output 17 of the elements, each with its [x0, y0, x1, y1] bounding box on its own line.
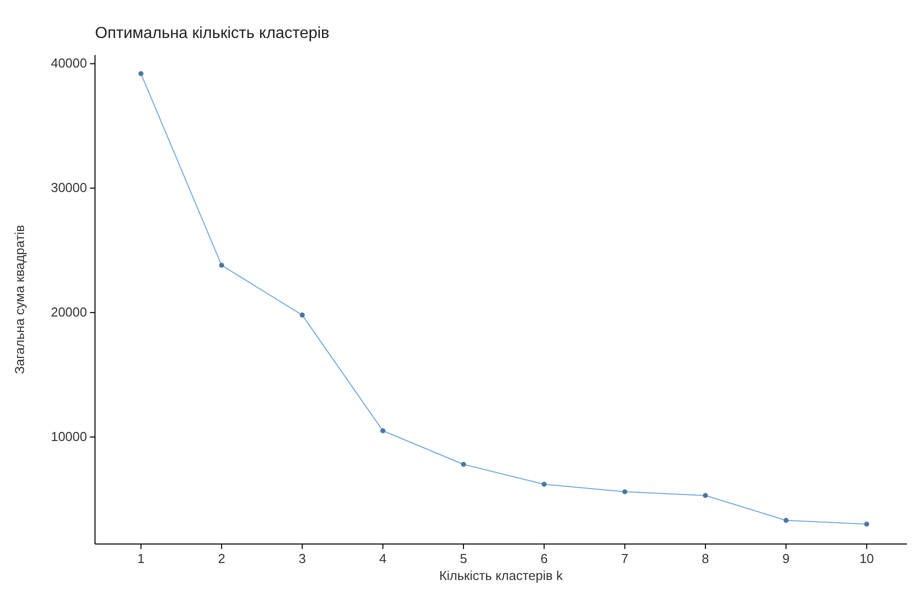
- x-axis-title: Кількість кластерів k: [439, 568, 564, 583]
- x-tick-label: 6: [540, 551, 548, 566]
- y-tick-label: 10000: [50, 428, 87, 444]
- y-tick-label: 40000: [50, 56, 87, 71]
- x-tick-label: 7: [621, 551, 628, 566]
- y-axis-title: Загальна сума квадратів: [12, 224, 27, 374]
- y-tick-label: 20000: [50, 304, 87, 320]
- x-tick-label: 3: [298, 551, 306, 566]
- x-tick-label: 2: [218, 551, 226, 566]
- x-tick-label: 1: [137, 551, 145, 566]
- chart-title: Оптимальна кількість кластерів: [95, 25, 330, 42]
- x-tick-label: 8: [702, 551, 710, 566]
- x-tick-label: 10: [859, 551, 874, 566]
- y-tick-label: 30000: [50, 180, 87, 196]
- x-tick-label: 4: [379, 551, 386, 566]
- x-tick-label: 9: [782, 551, 790, 566]
- x-tick-label: 5: [460, 551, 468, 566]
